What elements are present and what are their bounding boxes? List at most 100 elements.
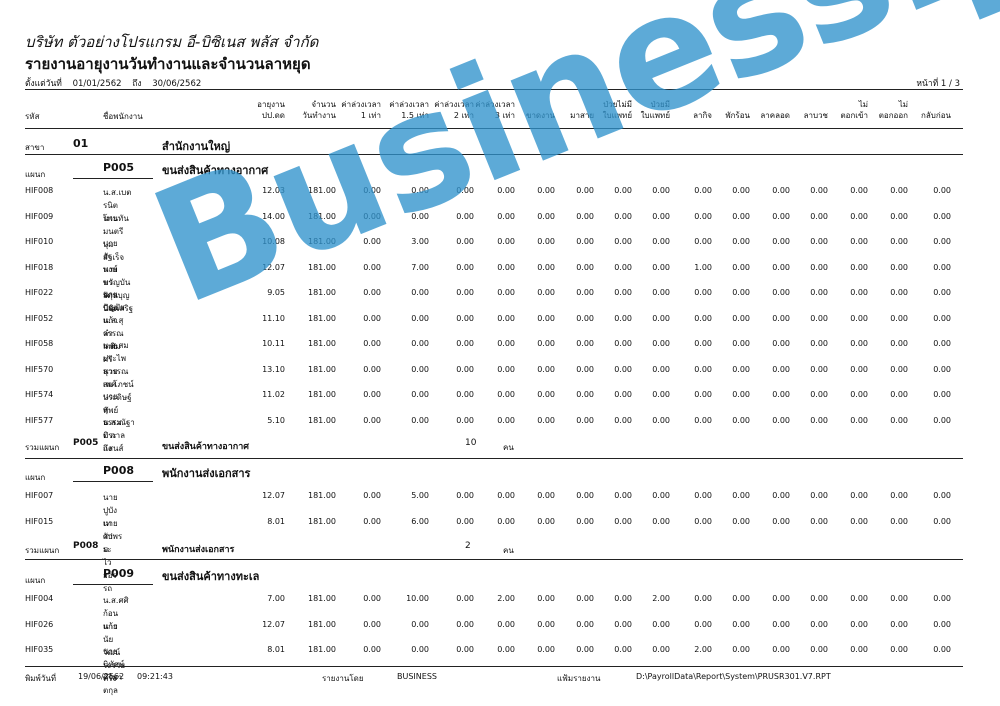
value-cell: 0.00 (732, 594, 750, 603)
value-cell: 0.00 (497, 262, 515, 272)
value-cell: 2.00 (497, 594, 515, 603)
value-cell: 3.00 (411, 237, 429, 246)
value-cell: 0.00 (363, 516, 381, 526)
value-cell: 0.00 (497, 339, 515, 348)
header-top-rule (25, 89, 963, 90)
footer-rule (25, 666, 963, 667)
print-date: 19/06/2562 (78, 672, 125, 681)
dept-code-underline (73, 584, 153, 585)
value-cell: 0.00 (537, 339, 555, 348)
value-cell: 0.00 (537, 288, 555, 297)
value-cell: 0.00 (933, 237, 951, 246)
value-cell: 0.00 (850, 594, 868, 603)
value-cell: 0.00 (614, 491, 632, 500)
value-cell: 0.00 (694, 237, 712, 246)
branch-rule (25, 154, 963, 155)
dept-code-underline (73, 178, 153, 179)
value-cell: 0.00 (497, 288, 515, 297)
value-cell: 0.00 (732, 186, 750, 195)
value-cell: 0.00 (456, 288, 474, 297)
employee-code: HIF008 (25, 186, 54, 195)
employee-code: HIF577 (25, 415, 54, 425)
value-cell: 0.00 (933, 491, 951, 500)
dept-sum-code: P005 (73, 438, 99, 448)
value-cell: 0.00 (537, 491, 555, 500)
value-cell: 0.00 (614, 339, 632, 348)
value-cell: 0.00 (933, 594, 951, 603)
value-cell: 181.00 (308, 645, 336, 654)
value-cell: 0.00 (576, 262, 594, 272)
value-cell: 0.00 (614, 594, 632, 603)
employee-name: น.ส.ศศิ ก้อนแก้ว (103, 596, 129, 631)
value-cell: 0.00 (810, 364, 828, 374)
value-cell: 0.00 (614, 364, 632, 374)
value-cell: 0.00 (933, 390, 951, 399)
value-cell: 0.00 (772, 288, 790, 297)
dept-sum-name: พนักงานส่งเอกสาร (162, 545, 235, 555)
header-col-line1: ค่าล่วงเวลา (341, 100, 381, 109)
value-cell: 0.00 (576, 415, 594, 425)
value-cell: 0.00 (576, 211, 594, 221)
value-cell: 0.00 (411, 211, 429, 221)
header-col-line1: ค่าล่วงเวลา (475, 100, 515, 109)
value-cell: 0.00 (933, 262, 951, 272)
value-cell: 0.00 (652, 237, 670, 246)
employee-name: นายนัยวัฒน์ ระรวยทรง (103, 621, 126, 683)
value-cell: 0.00 (890, 415, 908, 425)
value-cell: 9.05 (267, 288, 285, 297)
value-cell: 0.00 (363, 313, 381, 323)
value-cell: 0.00 (537, 645, 555, 654)
value-cell: 0.00 (772, 313, 790, 323)
branch-label: สาขา (25, 143, 45, 152)
value-cell: 0.00 (890, 313, 908, 323)
value-cell: 0.00 (456, 645, 474, 654)
value-cell: 0.00 (652, 313, 670, 323)
value-cell: 0.00 (694, 491, 712, 500)
value-cell: 0.00 (694, 619, 712, 629)
value-cell: 0.00 (850, 619, 868, 629)
employee-name: นายปัญปัย แก้วคำแพง (103, 290, 125, 351)
dept-code: P008 (103, 464, 135, 477)
dept-sum-name: ขนส่งสินค้าทางอากาศ (162, 442, 249, 452)
header-col-line2: ขาดงาน (525, 111, 555, 120)
value-cell: 0.00 (732, 390, 750, 399)
value-cell: 0.00 (456, 313, 474, 323)
value-cell: 0.00 (363, 262, 381, 272)
print-label: พิมพ์วันที่ (25, 674, 57, 683)
value-cell: 0.00 (497, 313, 515, 323)
value-cell: 181.00 (308, 364, 336, 374)
header-col-line2: ใบแพทย์ (602, 111, 632, 120)
value-cell: 0.00 (850, 390, 868, 399)
value-cell: 0.00 (497, 186, 515, 195)
header-col-line2: ลาบวช (803, 111, 828, 120)
value-cell: 0.00 (614, 288, 632, 297)
header-col-line2: มาสาย (570, 111, 594, 120)
value-cell: 0.00 (694, 288, 712, 297)
employee-code: HIF052 (25, 313, 54, 323)
value-cell: 0.00 (732, 491, 750, 500)
value-cell: 0.00 (810, 645, 828, 654)
dept-sum-code: P008 (73, 541, 99, 551)
value-cell: 0.00 (576, 288, 594, 297)
header-col-line1: ค่าล่วงเวลา (434, 100, 474, 109)
value-cell: 13.10 (262, 364, 285, 374)
value-cell: 11.10 (262, 313, 285, 323)
value-cell: 0.00 (890, 339, 908, 348)
dept-sum-label: รวมแผนก (25, 546, 60, 555)
value-cell: 5.00 (411, 491, 429, 500)
header-name: ชื่อพนักงาน (103, 112, 143, 121)
value-cell: 0.00 (772, 645, 790, 654)
value-cell: 0.00 (772, 390, 790, 399)
value-cell: 0.00 (614, 645, 632, 654)
value-cell: 0.00 (732, 645, 750, 654)
value-cell: 0.00 (890, 491, 908, 500)
value-cell: 0.00 (810, 339, 828, 348)
page-number: หน้าที่ 1 / 3 (916, 79, 960, 89)
value-cell: 0.00 (497, 645, 515, 654)
value-cell: 0.00 (497, 364, 515, 374)
value-cell: 0.00 (890, 645, 908, 654)
value-cell: 0.00 (537, 516, 555, 526)
dept-sum-unit: คน (503, 546, 514, 555)
value-cell: 0.00 (363, 237, 381, 246)
value-cell: 0.00 (694, 313, 712, 323)
